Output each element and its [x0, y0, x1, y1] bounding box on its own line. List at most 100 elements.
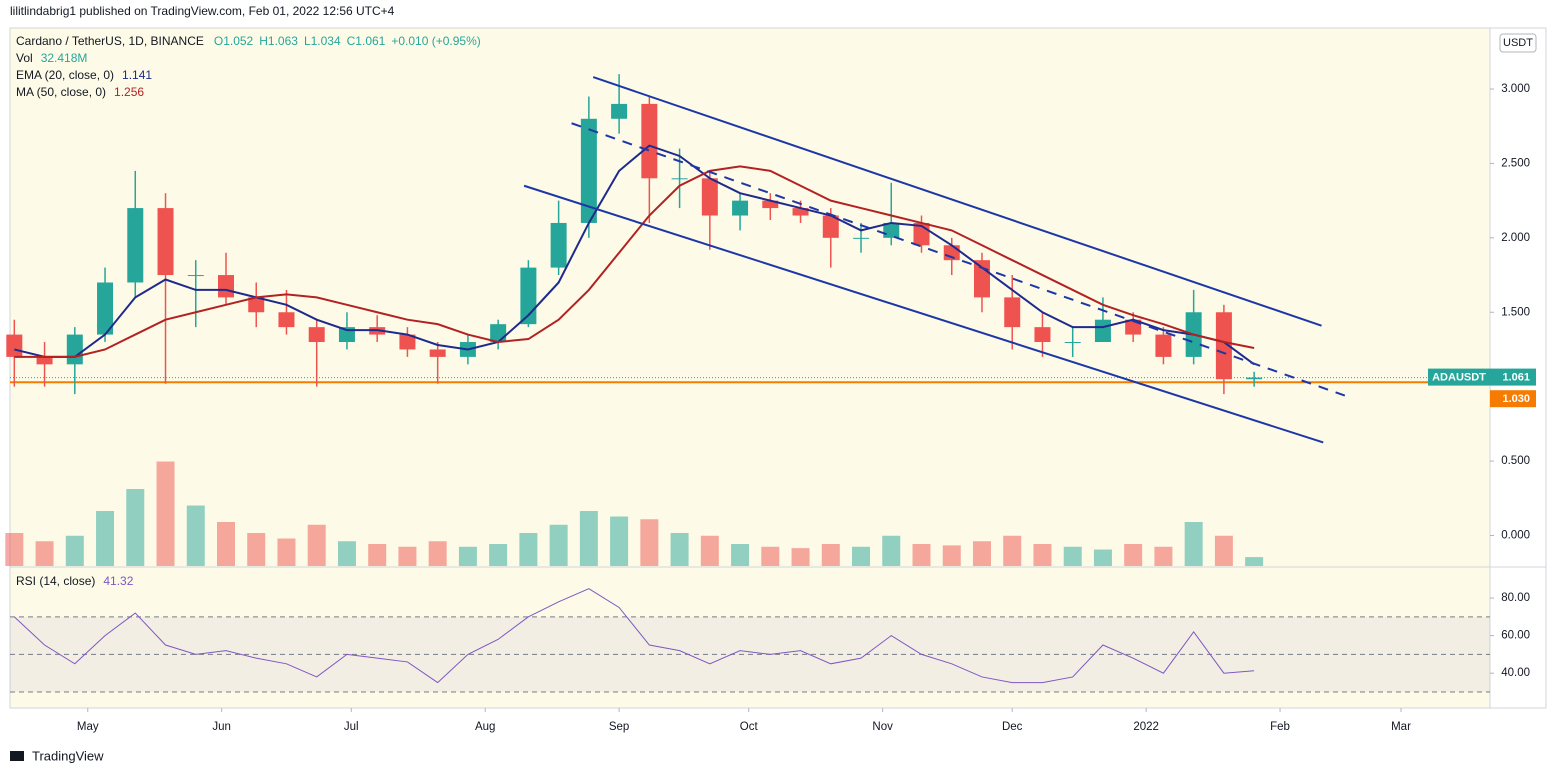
volume-bar	[1033, 544, 1052, 566]
candle-body	[399, 334, 416, 350]
symbol-tag: ADAUSDT	[1432, 371, 1486, 383]
volume-bar	[731, 544, 750, 566]
candle-body	[308, 327, 325, 343]
volume-bar	[337, 541, 356, 566]
volume-bar	[458, 546, 477, 566]
candle-body	[248, 297, 265, 313]
published: lilitlindabrig1 published on TradingView…	[10, 4, 395, 18]
x-tick-label: May	[77, 721, 99, 733]
candle-body	[97, 282, 114, 335]
candle-body	[973, 260, 990, 298]
x-tick-label: Dec	[1002, 721, 1023, 733]
candle-body	[762, 200, 779, 209]
x-tick-label: Oct	[740, 721, 759, 733]
volume-bar	[972, 541, 991, 566]
candle-body	[157, 208, 174, 276]
rsi-tick-label: 60.00	[1501, 630, 1530, 642]
volume-bar	[761, 546, 780, 566]
volume-bar	[519, 533, 538, 566]
candle-body	[1064, 342, 1081, 344]
x-tick-label: Mar	[1391, 721, 1411, 733]
currency-box[interactable]	[1499, 33, 1537, 53]
volume-bar	[549, 524, 568, 566]
candle-body	[490, 324, 507, 343]
frame	[9, 27, 1547, 709]
volume-bar	[912, 544, 931, 566]
candle-body	[6, 334, 23, 357]
volume-bar	[1063, 546, 1082, 566]
brand: TradingView	[32, 748, 104, 763]
candle-body	[701, 178, 718, 216]
volume-bar	[791, 548, 810, 566]
y-tick-label: 2.000	[1501, 232, 1530, 244]
volume-bar	[1154, 546, 1173, 566]
volume-bar	[670, 533, 689, 566]
rsi-line	[13, 588, 1255, 684]
candle-body	[217, 275, 234, 298]
candle-body	[550, 222, 567, 268]
volume-bar	[1184, 522, 1203, 566]
candle-body	[187, 275, 204, 277]
legend-text: MA (50, close, 0)	[16, 85, 106, 99]
legend-text: Vol	[16, 51, 33, 65]
footer-logo	[10, 751, 24, 761]
volume-bar	[942, 545, 961, 566]
candle-body	[36, 356, 53, 365]
candle-body	[822, 215, 839, 238]
x-tick-label: Feb	[1270, 721, 1290, 733]
volume-bar	[428, 541, 447, 566]
y-tick-label: 0.500	[1501, 455, 1530, 467]
y-tick-label: 2.500	[1501, 157, 1530, 169]
candle-body	[641, 103, 658, 179]
hline-tag-bg	[1490, 390, 1536, 408]
rsi-tick-label: 80.00	[1501, 592, 1530, 604]
volume-bar	[216, 522, 235, 566]
legend-text: 41.32	[103, 574, 133, 588]
legend-text: 1.141	[122, 68, 152, 82]
candle-body	[671, 178, 688, 180]
y-tick-label: 3.000	[1501, 83, 1530, 95]
candle-body	[1215, 312, 1232, 380]
candle-body	[611, 103, 628, 119]
legend-text: RSI (14, close)	[16, 574, 95, 588]
legend-text: +0.010 (+0.95%)	[391, 34, 480, 48]
volume-bar	[882, 535, 901, 566]
legend-text: L1.034	[304, 34, 341, 48]
x-tick-label: Aug	[475, 721, 495, 733]
legend-text: 32.418M	[41, 51, 88, 65]
last-price-label: 1.061	[1502, 371, 1530, 383]
volume-bar	[489, 544, 508, 566]
trendline	[592, 76, 1322, 327]
price-axis	[1489, 27, 1547, 709]
candle-body	[1155, 334, 1172, 357]
volume-bar	[307, 524, 326, 566]
candle-body	[853, 237, 870, 239]
volume-bar	[1214, 535, 1233, 566]
trendline	[523, 184, 1324, 444]
candle-body	[883, 222, 900, 238]
volume-bar	[5, 533, 24, 566]
candle-body	[792, 208, 809, 216]
candle-body	[1004, 297, 1021, 328]
volume-bar	[1245, 557, 1264, 566]
volume-bar	[1124, 544, 1143, 566]
x-tick-label: Jun	[212, 721, 231, 733]
currency: USDT	[1503, 37, 1533, 49]
candle-body	[1094, 319, 1111, 343]
volume-bar	[1003, 535, 1022, 566]
volume-bar	[821, 544, 840, 566]
ma-line	[14, 144, 1255, 366]
last-price-bg	[1490, 368, 1536, 386]
legend-text: EMA (20, close, 0)	[16, 68, 114, 82]
y-tick-label: 0.000	[1501, 530, 1530, 542]
volume-bar	[35, 541, 54, 566]
legend-text: C1.061	[347, 34, 386, 48]
volume-bar	[852, 546, 871, 566]
volume-bar	[640, 519, 659, 566]
candle-body	[1246, 377, 1263, 380]
hline-label: 1.030	[1502, 393, 1530, 405]
volume-bar	[368, 544, 387, 566]
x-tick-label: Jul	[344, 721, 359, 733]
x-tick-label: Sep	[609, 721, 629, 733]
